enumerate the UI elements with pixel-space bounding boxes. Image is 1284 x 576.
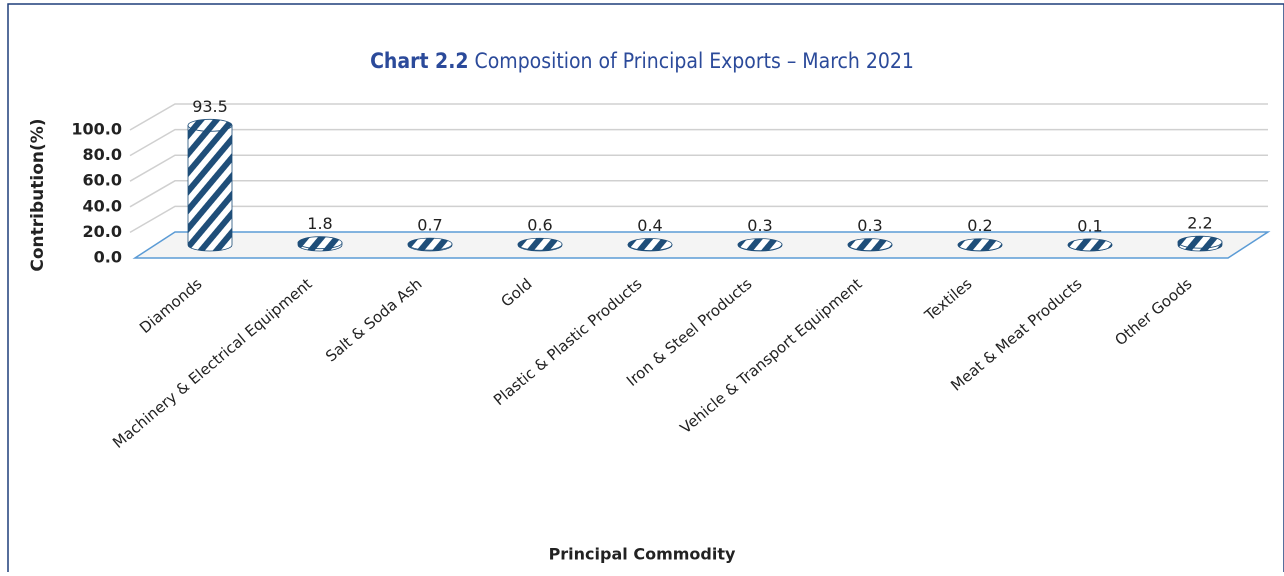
title-text: Composition of Principal Exports – March… xyxy=(475,49,914,73)
x-axis-title: Principal Commodity xyxy=(549,545,736,564)
value-label: 0.4 xyxy=(637,216,662,235)
value-label: 0.1 xyxy=(1077,216,1102,235)
value-label: 0.2 xyxy=(967,216,992,235)
bar-part xyxy=(187,124,233,252)
bar xyxy=(187,118,233,252)
grid-line xyxy=(129,180,1268,208)
y-tick-label: 60.0 xyxy=(83,171,122,190)
bar xyxy=(627,238,673,252)
value-label: 0.6 xyxy=(527,216,552,235)
x-tick-label: Textiles xyxy=(920,275,975,325)
y-tick-label: 100.0 xyxy=(71,120,122,139)
bar xyxy=(1067,238,1113,252)
bar xyxy=(1177,235,1223,252)
grid-line xyxy=(129,154,1268,182)
bar-part xyxy=(957,238,1003,252)
x-tick-label: Other Goods xyxy=(1111,275,1195,350)
bar-part xyxy=(1177,235,1223,249)
grid-line xyxy=(129,103,1268,131)
bar xyxy=(847,238,893,252)
value-label: 1.8 xyxy=(307,214,332,233)
y-tick-label: 80.0 xyxy=(83,145,122,164)
title-label: Chart 2.2 xyxy=(370,49,468,73)
frame xyxy=(7,3,1284,576)
x-tick-label: Gold xyxy=(497,275,535,311)
value-label: 0.3 xyxy=(747,216,772,235)
x-tick-label: Salt & Soda Ash xyxy=(322,275,425,366)
bar xyxy=(737,238,783,252)
value-label: 93.5 xyxy=(192,97,228,116)
value-label: 0.7 xyxy=(417,216,442,235)
bar xyxy=(957,238,1003,252)
bar-part xyxy=(517,237,563,251)
bar xyxy=(517,237,563,252)
bar-part xyxy=(737,238,783,252)
y-tick-label: 40.0 xyxy=(83,196,122,215)
bar-part xyxy=(297,236,343,250)
y-tick-label: 20.0 xyxy=(83,222,122,241)
value-label: 2.2 xyxy=(1187,214,1212,233)
bar xyxy=(297,236,343,252)
x-tick-label: Machinery & Electrical Equipment xyxy=(109,275,315,452)
value-label: 0.3 xyxy=(857,216,882,235)
bar-part xyxy=(187,118,233,132)
bar-part xyxy=(1067,238,1113,252)
bar-part xyxy=(847,238,893,252)
x-tick-label: Vehicle & Transport Equipment xyxy=(677,275,866,438)
grid-line xyxy=(129,205,1268,234)
chart-title: Chart 2.2 Composition of Principal Export… xyxy=(370,49,914,73)
y-axis-title: Contribution(%) xyxy=(28,118,48,271)
x-tick-label: Diamonds xyxy=(136,275,206,337)
grid-line xyxy=(129,128,1268,157)
bar-part xyxy=(627,238,673,251)
bar xyxy=(407,237,453,252)
bar-part xyxy=(407,237,453,251)
y-tick-label: 0.0 xyxy=(94,248,122,267)
